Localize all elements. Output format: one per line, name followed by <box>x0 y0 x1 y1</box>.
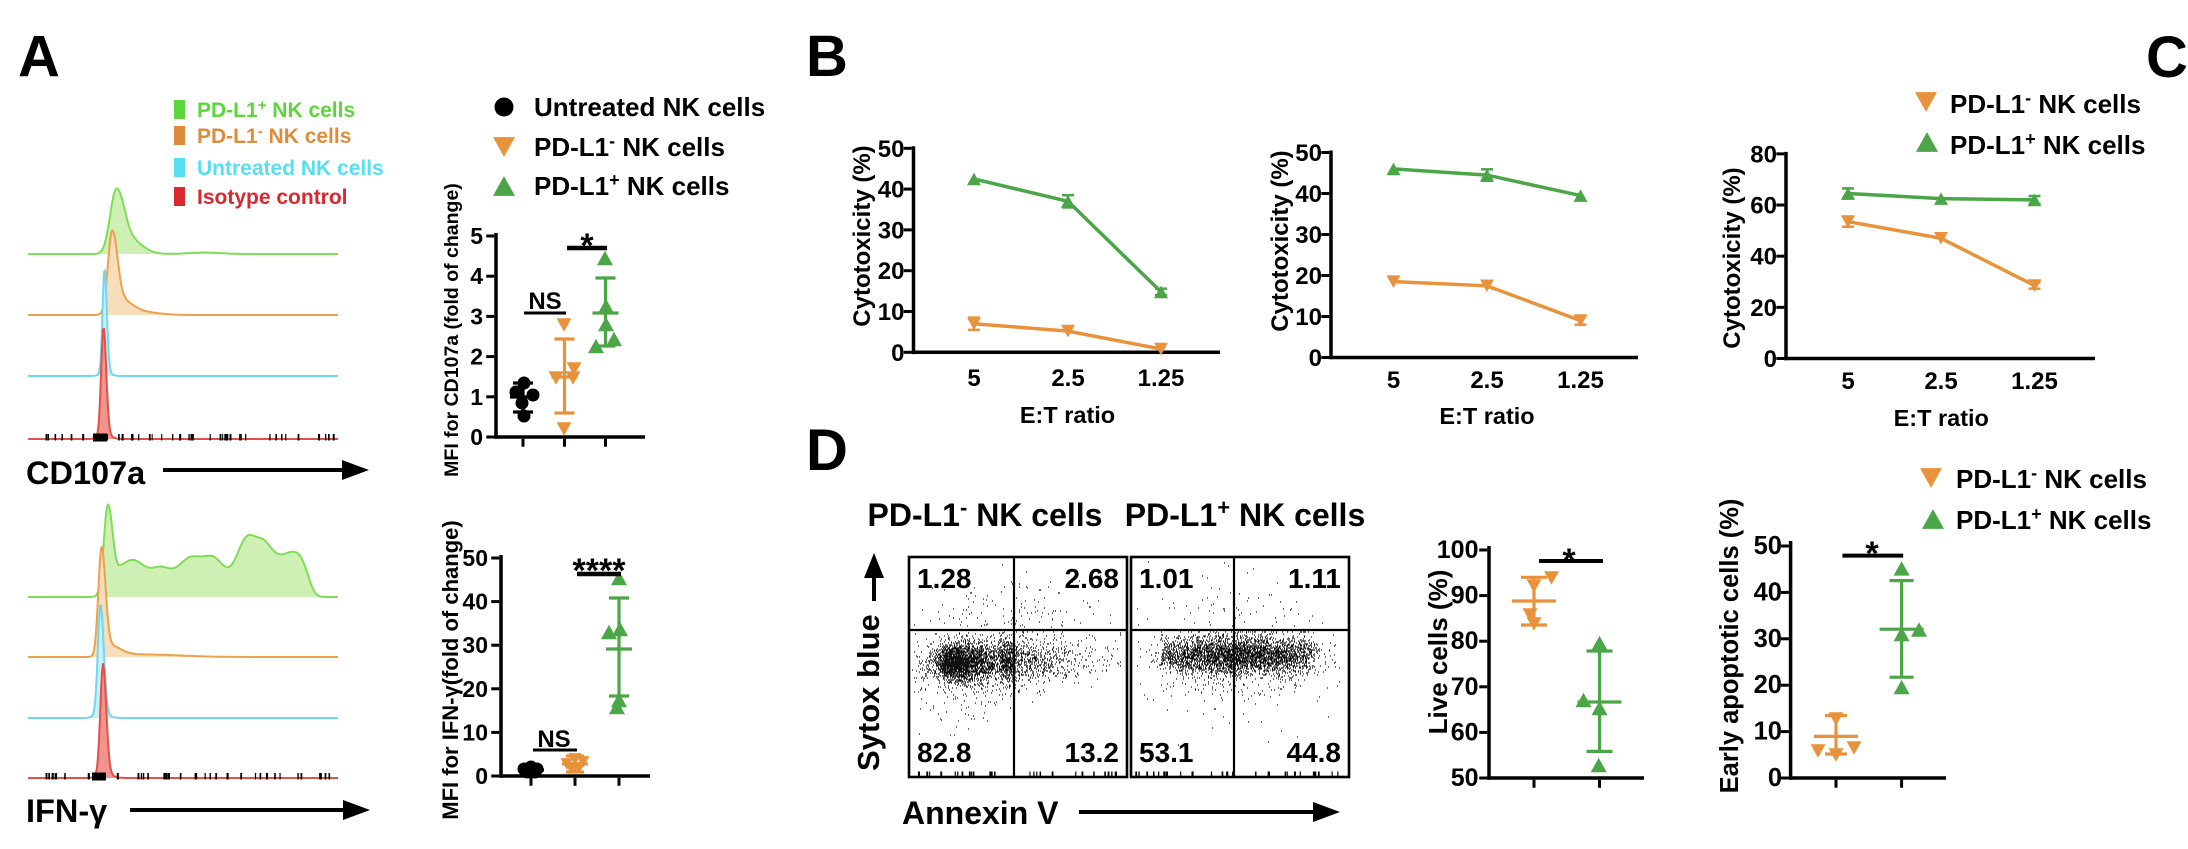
svg-text:Untreated NK cells: Untreated NK cells <box>534 92 765 122</box>
svg-text:D: D <box>806 418 848 483</box>
svg-text:MFI for CD107a (fold of change: MFI for CD107a (fold of change) <box>441 183 463 477</box>
svg-text:****: **** <box>573 552 627 590</box>
svg-text:Annexin V: Annexin V <box>902 795 1059 831</box>
svg-text:Untreated NK cells: Untreated NK cells <box>197 157 384 180</box>
svg-text:20: 20 <box>1750 295 1777 322</box>
svg-text:13.2: 13.2 <box>1065 737 1120 768</box>
svg-text:C: C <box>2146 25 2188 90</box>
svg-text:4: 4 <box>470 263 483 289</box>
svg-text:*: * <box>1865 535 1879 573</box>
svg-text:5: 5 <box>967 365 980 392</box>
svg-text:44.8: 44.8 <box>1287 737 1342 768</box>
svg-text:E:T ratio: E:T ratio <box>1439 403 1534 429</box>
svg-text:PD-L1- NK cells: PD-L1- NK cells <box>1956 463 2147 494</box>
svg-text:40: 40 <box>1754 578 1782 606</box>
svg-text:30: 30 <box>462 632 488 658</box>
svg-text:Cytotoxicity (%): Cytotoxicity (%) <box>849 145 876 326</box>
svg-text:PD-L1+ NK cells: PD-L1+ NK cells <box>1950 129 2145 160</box>
svg-text:E:T ratio: E:T ratio <box>1894 405 1989 431</box>
svg-text:2.5: 2.5 <box>1924 368 1957 395</box>
svg-text:90: 90 <box>1451 582 1479 610</box>
svg-text:PD-L1+ NK cells: PD-L1+ NK cells <box>1125 495 1365 533</box>
svg-text:50: 50 <box>1451 764 1479 792</box>
svg-text:1.01: 1.01 <box>1139 563 1194 594</box>
svg-text:82.8: 82.8 <box>917 737 972 768</box>
svg-text:53.1: 53.1 <box>1139 737 1194 768</box>
svg-text:30: 30 <box>878 217 905 244</box>
svg-text:40: 40 <box>1750 244 1777 271</box>
svg-text:80: 80 <box>1750 141 1777 168</box>
svg-text:Cytotoxicity (%): Cytotoxicity (%) <box>1267 150 1294 331</box>
svg-text:Live cells (%): Live cells (%) <box>1423 570 1453 735</box>
svg-text:A: A <box>18 25 60 90</box>
svg-text:2.68: 2.68 <box>1065 563 1120 594</box>
svg-text:0: 0 <box>1764 346 1777 373</box>
svg-text:B: B <box>806 24 848 89</box>
svg-text:80: 80 <box>1451 627 1479 655</box>
svg-text:*: * <box>1562 542 1576 580</box>
svg-text:30: 30 <box>1754 625 1782 653</box>
svg-text:0: 0 <box>475 763 488 789</box>
svg-text:5: 5 <box>470 223 483 249</box>
svg-text:50: 50 <box>462 545 488 571</box>
svg-text:60: 60 <box>1750 193 1777 220</box>
svg-text:Isotype control: Isotype control <box>197 186 348 209</box>
svg-text:5: 5 <box>1841 368 1854 395</box>
svg-text:1.25: 1.25 <box>1138 365 1185 392</box>
svg-text:MFI for IFN-γ(fold of change): MFI for IFN-γ(fold of change) <box>438 520 463 819</box>
svg-text:PD-L1+ NK cells: PD-L1+ NK cells <box>197 97 355 122</box>
svg-text:2.5: 2.5 <box>1051 365 1084 392</box>
svg-text:0: 0 <box>1768 764 1782 792</box>
svg-text:10: 10 <box>462 719 488 745</box>
svg-text:20: 20 <box>878 258 905 285</box>
svg-text:10: 10 <box>1295 304 1322 331</box>
svg-text:10: 10 <box>878 299 905 326</box>
svg-text:PD-L1+ NK cells: PD-L1+ NK cells <box>534 170 729 201</box>
svg-text:PD-L1- NK cells: PD-L1- NK cells <box>197 123 351 148</box>
svg-text:40: 40 <box>1295 181 1322 208</box>
svg-text:1.25: 1.25 <box>1557 367 1604 394</box>
svg-text:PD-L1- NK cells: PD-L1- NK cells <box>1950 88 2141 119</box>
svg-text:10: 10 <box>1754 718 1782 746</box>
svg-text:20: 20 <box>462 676 488 702</box>
svg-text:70: 70 <box>1451 673 1479 701</box>
svg-text:1.11: 1.11 <box>1288 563 1341 594</box>
svg-text:PD-L1- NK cells: PD-L1- NK cells <box>868 495 1103 533</box>
svg-text:IFN-γ: IFN-γ <box>26 793 107 829</box>
svg-text:30: 30 <box>1295 222 1322 249</box>
svg-text:5: 5 <box>1387 367 1400 394</box>
svg-text:1.25: 1.25 <box>2011 368 2058 395</box>
svg-text:50: 50 <box>1295 140 1322 167</box>
svg-text:Early apoptotic cells (%): Early apoptotic cells (%) <box>1716 499 1744 794</box>
svg-text:0: 0 <box>891 340 904 367</box>
svg-text:Cytotoxicity (%): Cytotoxicity (%) <box>1719 167 1746 348</box>
svg-text:40: 40 <box>462 589 488 615</box>
svg-text:PD-L1- NK cells: PD-L1- NK cells <box>534 131 725 162</box>
svg-text:60: 60 <box>1451 718 1479 746</box>
svg-text:20: 20 <box>1295 263 1322 290</box>
svg-text:50: 50 <box>878 136 905 163</box>
svg-text:0: 0 <box>1309 345 1322 372</box>
svg-text:50: 50 <box>1754 532 1782 560</box>
svg-text:NS: NS <box>528 288 561 315</box>
svg-text:100: 100 <box>1437 536 1479 564</box>
svg-text:2: 2 <box>470 344 483 370</box>
svg-text:Sytox blue: Sytox blue <box>851 614 886 771</box>
svg-text:0: 0 <box>470 424 483 450</box>
svg-text:2.5: 2.5 <box>1470 367 1503 394</box>
svg-text:E:T ratio: E:T ratio <box>1020 402 1115 428</box>
svg-text:20: 20 <box>1754 671 1782 699</box>
svg-text:40: 40 <box>878 177 905 204</box>
svg-text:1: 1 <box>470 384 483 410</box>
svg-text:CD107a: CD107a <box>26 455 146 491</box>
svg-text:3: 3 <box>470 303 483 329</box>
svg-text:PD-L1+ NK cells: PD-L1+ NK cells <box>1956 504 2151 535</box>
svg-text:1.28: 1.28 <box>917 563 972 594</box>
